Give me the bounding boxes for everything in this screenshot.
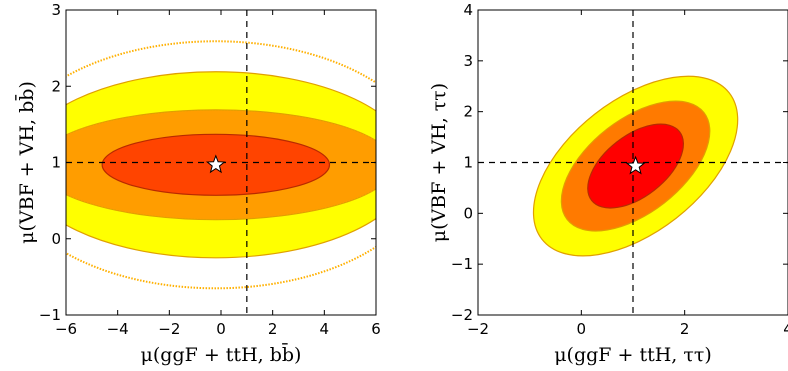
- best-fit-star: [205, 154, 226, 174]
- x-tick-label: −2: [467, 320, 489, 338]
- y-tick-label: 0: [51, 230, 61, 248]
- y-tick-label: 1: [463, 154, 473, 172]
- x-tick-label: 2: [680, 320, 690, 338]
- plot-area: [478, 10, 788, 315]
- y-axis-label: μ(VBF + VH, ττ): [428, 83, 450, 242]
- y-tick-label: 2: [51, 77, 61, 95]
- y-tick-label: 0: [463, 204, 473, 222]
- y-tick-label: 3: [51, 1, 61, 19]
- x-tick-label: 0: [216, 320, 226, 338]
- x-tick-label: 6: [371, 320, 381, 338]
- plot-area: [66, 10, 376, 315]
- dotted-contour-2: [66, 40, 376, 290]
- dotted-contour-1: [66, 110, 376, 220]
- y-tick-label: −1: [39, 306, 61, 324]
- y-tick-label: 4: [463, 1, 473, 19]
- x-tick-label: −2: [158, 320, 180, 338]
- x-tick-label: −6: [55, 320, 77, 338]
- x-tick-label: 2: [268, 320, 278, 338]
- y-axis-label: μ(VBF + VH, bb̄): [14, 81, 38, 244]
- y-tick-label: 1: [51, 154, 61, 172]
- y-tick-label: 3: [463, 52, 473, 70]
- x-tick-label: 4: [783, 320, 788, 338]
- x-tick-label: 0: [577, 320, 587, 338]
- x-axis-label: μ(ggF + ttH, bb̄): [141, 342, 302, 366]
- chart-panel-2: −2 0 2 4 −2 −1 0 1 2 3 4 μ(ggF + ttH, ττ) μ(VBF + VH…: [428, 1, 788, 366]
- y-tick-label: −2: [451, 306, 473, 324]
- x-tick-label: −4: [107, 320, 129, 338]
- x-axis-label: μ(ggF + ttH, ττ): [554, 344, 712, 366]
- x-tick-label: 4: [320, 320, 330, 338]
- y-tick-label: −1: [451, 255, 473, 273]
- best-fit-star: [625, 155, 646, 175]
- y-tick-label: 2: [463, 103, 473, 121]
- chart-panel-1: −6 −4 −2 0 2 4 6 −1 0 1 2 3 μ(ggF + ttH, bb̄) μ(VBF +…: [14, 1, 381, 366]
